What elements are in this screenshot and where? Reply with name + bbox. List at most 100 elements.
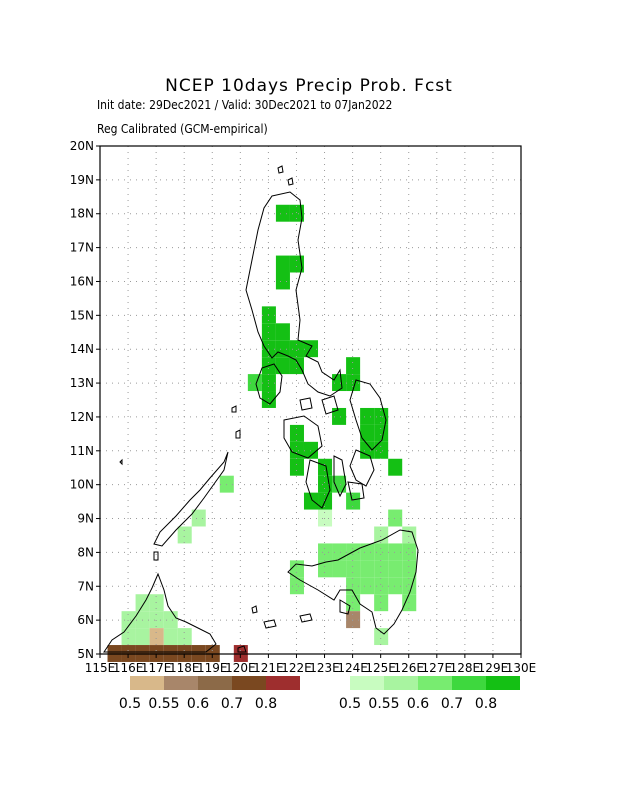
prob-cell-dry <box>346 611 361 629</box>
lon-label: 118E <box>169 661 200 675</box>
lat-label: 6N <box>77 613 94 627</box>
prob-cell-wet <box>303 492 319 510</box>
prob-cell-wet <box>374 560 389 578</box>
prob-cell-wet <box>135 594 150 612</box>
prob-cell-wet <box>360 424 375 442</box>
prob-cell-wet <box>289 357 304 375</box>
prob-cell-wet <box>374 526 389 544</box>
lon-label: 115E <box>85 661 116 675</box>
legend-wet-label: 0.5 <box>339 696 361 712</box>
prob-cell-wet <box>191 509 206 527</box>
lat-label: 17N <box>70 241 94 255</box>
lat-label: 11N <box>70 444 94 458</box>
probability-cells <box>107 204 417 662</box>
prob-cell-wet <box>318 543 333 561</box>
prob-cell-wet <box>374 577 389 595</box>
legend-dry-label: 0.5 <box>119 696 141 712</box>
latitude-tick-labels: 5N 6N 7N 8N 9N 10N 11N 12N 13N 14N 15N 16N 17N 18N 19N… <box>70 139 100 661</box>
lat-label: 20N <box>70 139 94 153</box>
prob-cell-wet <box>332 475 347 493</box>
lon-label: 119E <box>197 661 228 675</box>
legend-dry-label: 0.55 <box>148 696 179 712</box>
legend-dry-label: 0.8 <box>255 696 277 712</box>
prob-cell-wet <box>289 424 304 442</box>
lon-label: 121E <box>253 661 284 675</box>
lat-label: 7N <box>77 579 94 593</box>
prob-cell-wet <box>163 611 178 629</box>
lon-label: 128E <box>450 661 481 675</box>
legend-dry-swatch <box>266 676 300 690</box>
lon-label: 127E <box>422 661 453 675</box>
prob-cell-wet <box>360 441 375 459</box>
prob-cell-wet <box>332 407 347 425</box>
lat-label: 13N <box>70 376 94 390</box>
prob-cell-wet <box>388 509 403 527</box>
lon-label: 126E <box>393 661 424 675</box>
lon-label: 123E <box>309 661 340 675</box>
prob-cell-wet <box>388 577 403 595</box>
prob-cell-wet <box>374 424 389 442</box>
prob-cell-wet <box>275 272 290 290</box>
prob-cell-wet <box>289 441 304 459</box>
prob-cell-wet <box>374 628 389 646</box>
legend-wet-swatch <box>350 676 384 690</box>
lon-label: 125E <box>365 661 396 675</box>
prob-cell-wet <box>402 526 417 544</box>
lon-label: 124E <box>337 661 368 675</box>
prob-cell-dry <box>149 628 164 646</box>
prob-cell-wet <box>261 391 276 408</box>
lat-label: 12N <box>70 410 94 424</box>
lat-label: 18N <box>70 207 94 221</box>
prob-cell-wet <box>388 560 403 578</box>
map-title: NCEP 10days Precip Prob. Fcst <box>165 76 453 96</box>
prob-cell-wet <box>289 458 304 476</box>
legend-wet-swatch <box>486 676 520 690</box>
prob-cell-wet <box>121 611 136 629</box>
lat-label: 19N <box>70 173 94 187</box>
prob-cell-wet <box>275 340 290 358</box>
lat-label: 16N <box>70 274 94 288</box>
prob-cell-wet <box>402 560 417 578</box>
prob-cell-wet <box>261 323 276 341</box>
legend-dry-label: 0.7 <box>221 696 243 712</box>
lon-label: 129E <box>478 661 509 675</box>
prob-cell-wet <box>360 577 375 595</box>
legend-dry-swatch <box>130 676 164 690</box>
prob-cell-wet <box>388 543 403 561</box>
prob-cell-wet <box>275 357 290 375</box>
lat-label: 15N <box>70 308 94 322</box>
prob-cell-wet <box>360 543 375 561</box>
prob-cell-wet <box>346 374 361 392</box>
legend: 0.5 0.55 0.6 0.7 0.8 0.5 0.55 0.6 0.7 0.8 <box>119 676 520 712</box>
prob-cell-wet <box>247 374 262 392</box>
lon-label: 122E <box>281 661 312 675</box>
legend-wet-label: 0.55 <box>368 696 399 712</box>
legend-wet-label: 0.6 <box>407 696 429 712</box>
prob-cell-wet <box>360 560 375 578</box>
prob-cell-wet <box>289 204 304 222</box>
prob-cell-wet <box>332 374 347 392</box>
lon-label: 130E <box>506 661 537 675</box>
prob-cell-wet <box>177 526 192 544</box>
lat-label: 14N <box>70 342 94 356</box>
prob-cell-wet <box>346 357 361 375</box>
prob-cell-wet <box>121 628 136 646</box>
prob-cell-wet <box>402 543 417 561</box>
prob-cell-wet <box>289 577 304 595</box>
prob-cell-wet <box>332 543 347 561</box>
map-subtitle-method: Reg Calibrated (GCM-empirical) <box>97 122 268 136</box>
lat-label: 9N <box>77 512 94 526</box>
legend-wet-label: 0.7 <box>441 696 463 712</box>
lon-label: 116E <box>113 661 144 675</box>
legend-wet-label: 0.8 <box>475 696 497 712</box>
map-frame <box>99 145 522 655</box>
coastline <box>103 165 419 653</box>
prob-cell-wet <box>149 611 164 629</box>
legend-wet-swatch <box>452 676 486 690</box>
prob-cell-wet <box>275 255 290 273</box>
lat-label: 5N <box>77 647 94 661</box>
lat-label: 8N <box>77 545 94 559</box>
prob-cell-wet <box>374 543 389 561</box>
prob-cell-wet <box>318 560 333 578</box>
prob-cell-wet <box>275 204 290 222</box>
